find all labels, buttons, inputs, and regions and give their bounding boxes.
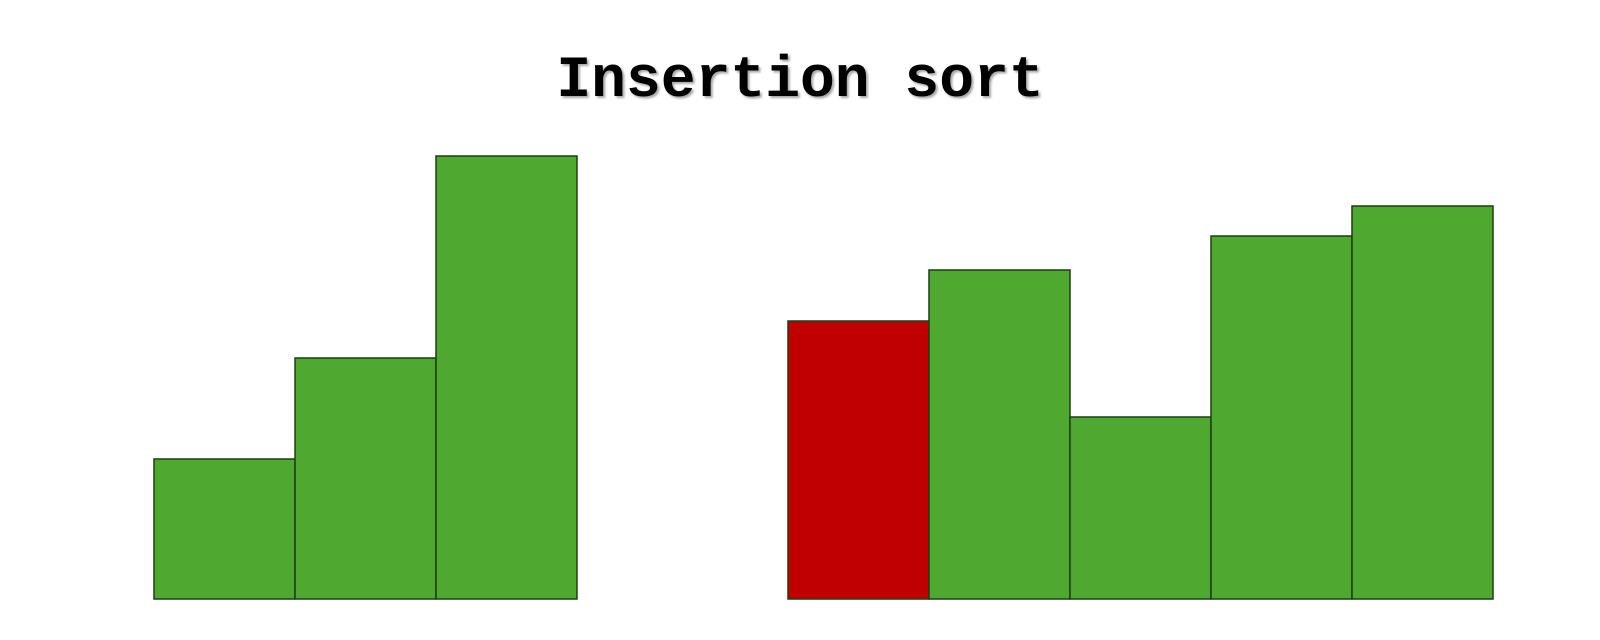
page-title: Insertion sort bbox=[556, 49, 1044, 114]
bar-unsorted-portion-3 bbox=[1069, 416, 1212, 600]
sorted-group bbox=[153, 155, 578, 600]
bar-sorted-portion-3 bbox=[435, 155, 578, 600]
unsorted-group bbox=[787, 205, 1494, 600]
bar-unsorted-portion-2 bbox=[928, 269, 1071, 600]
bar-sorted-portion-2 bbox=[294, 357, 437, 600]
bar-unsorted-portion-4 bbox=[1210, 235, 1353, 600]
bar-unsorted-portion-5 bbox=[1351, 205, 1494, 600]
current-bar-unsorted-portion-1 bbox=[787, 320, 930, 600]
bar-sorted-portion-1 bbox=[153, 458, 296, 600]
